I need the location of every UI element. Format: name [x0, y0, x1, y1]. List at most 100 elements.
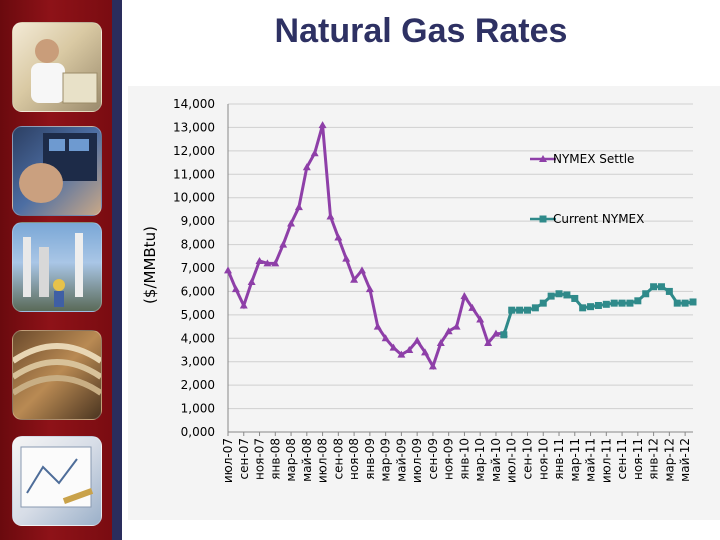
- data-point-square: [500, 331, 508, 339]
- legend-marker: [539, 215, 547, 223]
- drawings-icon: [20, 446, 94, 508]
- data-point-square: [673, 299, 681, 307]
- x-tick-label: июл-08: [316, 438, 330, 483]
- x-tick-label: ноя-11: [631, 438, 645, 480]
- data-point-square: [618, 299, 626, 307]
- y-tick-label: 7,000: [181, 261, 215, 275]
- data-point-square: [642, 290, 650, 298]
- x-tick-label: янв-11: [552, 438, 566, 480]
- legend-marker: [539, 155, 547, 162]
- data-point-square: [602, 300, 610, 308]
- y-tick-label: 14,000: [173, 97, 215, 111]
- data-point-triangle: [342, 254, 351, 262]
- data-point-square: [634, 297, 642, 305]
- refinery-workers-photo: [12, 222, 102, 312]
- data-point-square: [594, 301, 602, 309]
- data-point-square: [555, 290, 563, 298]
- x-tick-label: мар-11: [568, 438, 582, 482]
- x-tick-label: сен-07: [237, 438, 251, 479]
- industrial-pipes-photo: [12, 330, 102, 420]
- worker-with-blueprints-photo: [12, 22, 102, 112]
- data-point-triangle: [302, 163, 311, 171]
- x-tick-label: мар-10: [473, 438, 487, 482]
- data-point-triangle: [397, 350, 406, 358]
- data-point-triangle: [279, 240, 288, 248]
- data-point-triangle: [224, 266, 232, 274]
- data-point-triangle: [413, 336, 422, 344]
- y-tick-label: 5,000: [181, 308, 215, 322]
- data-point-triangle: [444, 327, 453, 335]
- data-point-square: [657, 283, 665, 291]
- refinery-icon: [23, 233, 83, 307]
- x-tick-label: май-10: [489, 438, 503, 482]
- data-point-triangle: [405, 346, 414, 353]
- data-point-triangle: [247, 278, 256, 286]
- y-tick-label: 13,000: [173, 120, 215, 134]
- control-panel-operator-photo: [12, 126, 102, 216]
- data-point-triangle: [334, 233, 343, 241]
- x-tick-label: май-08: [300, 438, 314, 482]
- sidebar-edge-stripe: [112, 0, 122, 540]
- data-point-square: [563, 291, 571, 299]
- y-tick-label: 4,000: [181, 331, 215, 345]
- data-point-square: [508, 306, 516, 314]
- x-tick-label: ноя-08: [347, 438, 361, 480]
- x-tick-label: ноя-09: [442, 438, 456, 480]
- y-tick-label: 8,000: [181, 238, 215, 252]
- data-point-square: [626, 299, 634, 307]
- x-tick-label: июл-10: [505, 438, 519, 483]
- data-point-square: [665, 287, 673, 295]
- legend-label: Current NYMEX: [553, 212, 644, 226]
- data-point-triangle: [491, 329, 500, 337]
- data-point-square: [516, 306, 524, 314]
- x-tick-label: сен-08: [331, 438, 345, 479]
- data-point-triangle: [263, 259, 272, 267]
- data-point-triangle: [428, 362, 437, 370]
- data-point-triangle: [389, 343, 398, 351]
- x-tick-label: ноя-07: [253, 438, 267, 480]
- control-panel-icon: [19, 133, 97, 203]
- data-point-triangle: [421, 348, 430, 356]
- data-point-triangle: [484, 338, 493, 346]
- data-point-triangle: [310, 149, 319, 157]
- legend-label: NYMEX Settle: [553, 152, 634, 166]
- y-tick-label: 6,000: [181, 284, 215, 298]
- data-point-square: [587, 303, 595, 311]
- x-tick-label: июл-07: [221, 438, 235, 483]
- x-tick-label: июл-11: [599, 438, 613, 483]
- data-point-triangle: [239, 301, 248, 309]
- x-tick-label: сен-09: [426, 438, 440, 479]
- data-point-square: [531, 304, 539, 312]
- data-point-square: [650, 283, 658, 291]
- data-point-triangle: [452, 322, 461, 330]
- x-tick-label: янв-08: [268, 438, 282, 480]
- x-tick-label: сен-11: [615, 438, 629, 479]
- data-point-triangle: [357, 266, 366, 274]
- data-point-triangle: [255, 256, 264, 264]
- x-tick-label: ноя-10: [536, 438, 550, 480]
- data-point-square: [689, 298, 697, 306]
- data-point-triangle: [294, 203, 303, 211]
- slide-title: Natural Gas Rates: [274, 12, 568, 50]
- data-point-triangle: [476, 315, 485, 323]
- y-tick-label: 1,000: [181, 402, 215, 416]
- x-tick-label: мар-08: [284, 438, 298, 482]
- data-point-square: [539, 299, 547, 307]
- y-tick-label: 2,000: [181, 378, 215, 392]
- data-point-square: [610, 299, 618, 307]
- series-line: [226, 124, 504, 371]
- data-point-triangle: [460, 292, 469, 300]
- data-point-triangle: [326, 212, 335, 220]
- x-tick-label: май-09: [394, 438, 408, 482]
- data-point-triangle: [373, 322, 382, 330]
- y-tick-label: 0,000: [181, 425, 215, 439]
- data-point-square: [547, 292, 555, 300]
- data-point-square: [579, 304, 587, 312]
- data-point-triangle: [468, 303, 477, 311]
- data-point-square: [571, 294, 579, 302]
- data-point-square: [523, 306, 531, 314]
- worker-with-blueprints-icon: [31, 39, 98, 104]
- x-tick-label: мар-12: [662, 438, 676, 482]
- data-point-triangle: [381, 334, 390, 342]
